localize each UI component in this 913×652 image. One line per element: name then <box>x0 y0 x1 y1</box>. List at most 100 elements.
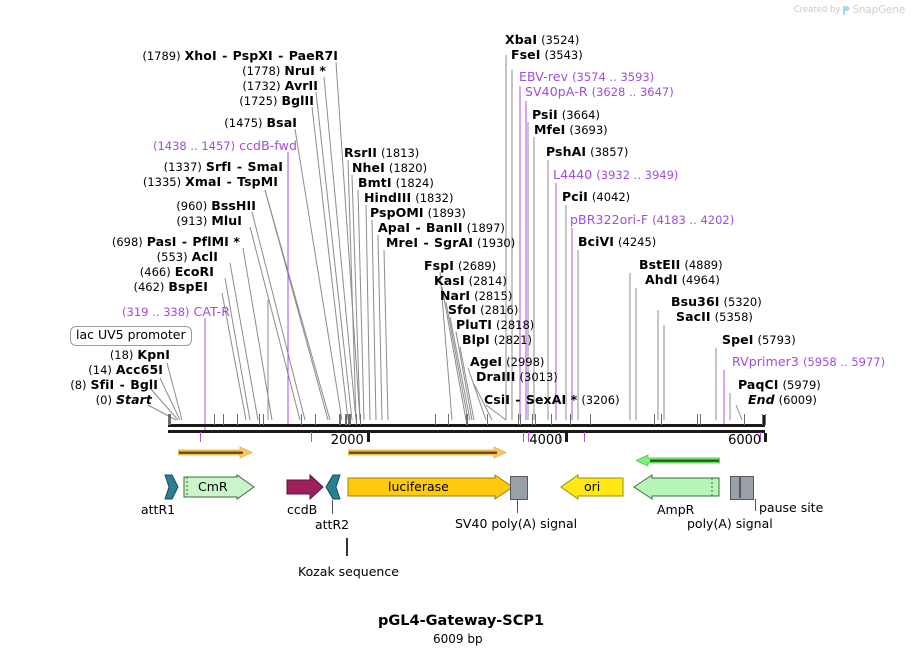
enzyme-label-bmti[interactable]: BmtI (1824) <box>358 176 434 190</box>
enzyme-name: CsiI <box>484 392 510 407</box>
enzyme-label-blpi[interactable]: BlpI (2821) <box>462 332 532 347</box>
enzyme-label-bspei[interactable]: (462) BspEI <box>133 280 208 294</box>
enzyme-label-bsai[interactable]: (1475) BsaI <box>224 116 297 130</box>
enzyme-label-acli[interactable]: (553) AclI <box>157 249 218 264</box>
enzyme-name: SgrAI <box>434 235 473 250</box>
enzyme-label-bglii[interactable]: (1725) BglII <box>239 93 314 108</box>
enzyme-site-tick <box>168 414 170 425</box>
enzyme-label-end[interactable]: End (6009) <box>748 393 817 407</box>
enzyme-label-pspomi[interactable]: PspOMI (1893) <box>370 206 466 220</box>
enzyme-name: AclI <box>191 249 218 264</box>
ampr-promoter-arrow[interactable] <box>636 454 720 468</box>
enzyme-label-fsei[interactable]: FseI (3543) <box>511 48 583 62</box>
feature-ccdb-label: ccdB <box>287 502 318 517</box>
enzyme-label-agei[interactable]: AgeI (2998) <box>470 355 544 369</box>
enzyme-site-tick <box>743 414 745 425</box>
enzyme-label-l4440[interactable]: L4440 (3932 .. 3949) <box>553 168 678 182</box>
enzyme-label-ebvrev[interactable]: EBV-rev (3574 .. 3593) <box>519 70 654 84</box>
enzyme-name: PflMI * <box>192 234 240 249</box>
enzyme-label-mfei[interactable]: MfeI (3693) <box>534 123 608 137</box>
enzyme-position: (5358) <box>714 310 753 324</box>
enzyme-label-bsu36i[interactable]: Bsu36I (5320) <box>671 295 762 309</box>
enzyme-name: SV40pA-R <box>525 84 588 99</box>
enzyme-position: (3857) <box>590 145 629 159</box>
feature-polya-pause-box[interactable] <box>730 476 754 500</box>
enzyme-label-kasi[interactable]: KasI (2814) <box>434 274 507 288</box>
ruler-tick-4000 <box>565 433 569 442</box>
enzyme-position: (5979) <box>782 378 821 392</box>
feature-ampr[interactable] <box>633 474 720 500</box>
snapgene-logo-icon <box>843 5 850 15</box>
feature-attr2[interactable] <box>325 473 341 501</box>
enzyme-label-xhoi[interactable]: (1789) XhoI - PspXI - PaeR7I <box>142 48 338 63</box>
enzyme-label-fspi[interactable]: FspI (2689) <box>424 259 496 273</box>
feature-luciferase[interactable] <box>347 474 514 500</box>
enzyme-label-xbai[interactable]: XbaI (3524) <box>505 32 580 47</box>
enzyme-label-spei[interactable]: SpeI (5793) <box>722 333 796 347</box>
enzyme-label-pluti[interactable]: PluTI (2818) <box>456 318 535 332</box>
enzyme-name: MluI <box>211 213 242 228</box>
enzyme-position: (1778) <box>242 64 281 78</box>
enzyme-label-catr[interactable]: (319 .. 338) CAT-R <box>122 305 230 319</box>
enzyme-label-pshai[interactable]: PshAI (3857) <box>546 145 629 159</box>
enzyme-label-pasi[interactable]: (698) PasI - PflMI * <box>111 234 240 249</box>
feature-attr1[interactable] <box>164 473 179 501</box>
primer-site-tick <box>528 432 530 442</box>
enzyme-name: ApaI <box>378 220 411 235</box>
enzyme-name: NheI <box>352 160 385 175</box>
feature-cmr[interactable] <box>183 474 255 500</box>
promoter-arrow-1[interactable] <box>178 446 254 460</box>
enzyme-name: XbaI <box>505 32 538 47</box>
enzyme-label-sv40par[interactable]: SV40pA-R (3628 .. 3647) <box>525 84 674 99</box>
enzyme-label-ecori[interactable]: (466) EcoRI <box>140 265 214 279</box>
enzyme-label-rvprimer3[interactable]: RVprimer3 (5958 .. 5977) <box>732 355 885 369</box>
enzyme-label-bsteii[interactable]: BstEII (4889) <box>639 258 723 272</box>
enzyme-label-paqci[interactable]: PaqCI (5979) <box>738 377 821 392</box>
enzyme-position: (698) <box>111 235 143 249</box>
enzyme-label-xmai[interactable]: (1335) XmaI - TspMI <box>142 174 278 189</box>
enzyme-site-tick <box>314 414 316 425</box>
enzyme-name: BlpI <box>462 332 490 347</box>
feature-ori[interactable] <box>560 474 624 500</box>
enzyme-label-avrii[interactable]: (1732) AvrII <box>242 79 318 93</box>
enzyme-label-nhei[interactable]: NheI (1820) <box>352 160 427 175</box>
enzyme-label-psii[interactable]: PsiI (3664) <box>532 108 600 122</box>
enzyme-name: BanII <box>426 220 463 235</box>
enzyme-label-rsrii[interactable]: RsrII (1813) <box>344 146 419 160</box>
enzyme-label-kpni[interactable]: (18) KpnI <box>110 348 170 362</box>
enzyme-label-sfii[interactable]: (8) SfiI - BglI <box>70 377 158 392</box>
enzyme-label-start[interactable]: (0) Start <box>96 393 152 407</box>
enzyme-label-nari[interactable]: NarI (2815) <box>440 289 512 303</box>
enzyme-label-bsshii[interactable]: (960) BssHII <box>176 199 256 213</box>
enzyme-name: BglII <box>281 93 314 108</box>
enzyme-label-pbr322orif[interactable]: pBR322ori-F (4183 .. 4202) <box>570 213 734 227</box>
enzyme-label-hindiii[interactable]: HindIII (1832) <box>364 191 453 205</box>
feature-kozak-tick[interactable] <box>346 538 348 556</box>
backbone-line-top <box>168 424 765 427</box>
enzyme-name: PspXI <box>232 48 273 63</box>
enzyme-label-nrui[interactable]: (1778) NruI * <box>242 64 326 78</box>
feature-luciferase-label: luciferase <box>388 479 449 494</box>
enzyme-label-csii[interactable]: CsiI - SexAI * (3206) <box>484 392 620 407</box>
enzyme-name: PaqCI <box>738 377 779 392</box>
enzyme-label-srfi[interactable]: (1337) SrfI - SmaI <box>163 159 283 174</box>
enzyme-label-pcii[interactable]: PciI (4042) <box>562 190 630 204</box>
enzyme-label-bcivi[interactable]: BciVI (4245) <box>578 235 656 249</box>
feature-ccdb[interactable] <box>286 474 324 500</box>
enzyme-label-ahdi[interactable]: AhdI (4964) <box>645 273 720 287</box>
enzyme-name: MreI <box>386 235 419 250</box>
enzyme-site-tick <box>435 414 437 425</box>
enzyme-label-acc65i[interactable]: (14) Acc65I <box>88 363 163 377</box>
enzyme-label-apai[interactable]: ApaI - BanII (1897) <box>378 220 505 235</box>
enzyme-label-sfoi[interactable]: SfoI (2816) <box>448 303 518 317</box>
enzyme-position: (2818) <box>496 318 535 332</box>
enzyme-label-sacii[interactable]: SacII (5358) <box>676 310 753 324</box>
enzyme-label-mlui[interactable]: (913) MluI <box>176 213 242 228</box>
enzyme-position: (3524) <box>541 33 580 47</box>
enzyme-label-draiii[interactable]: DraIII (3013) <box>476 370 558 384</box>
feature-sv40-polya-box[interactable] <box>510 476 528 500</box>
enzyme-label-ccdbfwd[interactable]: (1438 .. 1457) ccdB-fwd <box>153 139 297 153</box>
promoter-arrow-2[interactable] <box>348 446 508 460</box>
enzyme-label-mrei[interactable]: MreI - SgrAI (1930) <box>386 235 516 250</box>
lac-uv5-promoter-box[interactable]: lac UV5 promoter <box>70 326 192 346</box>
